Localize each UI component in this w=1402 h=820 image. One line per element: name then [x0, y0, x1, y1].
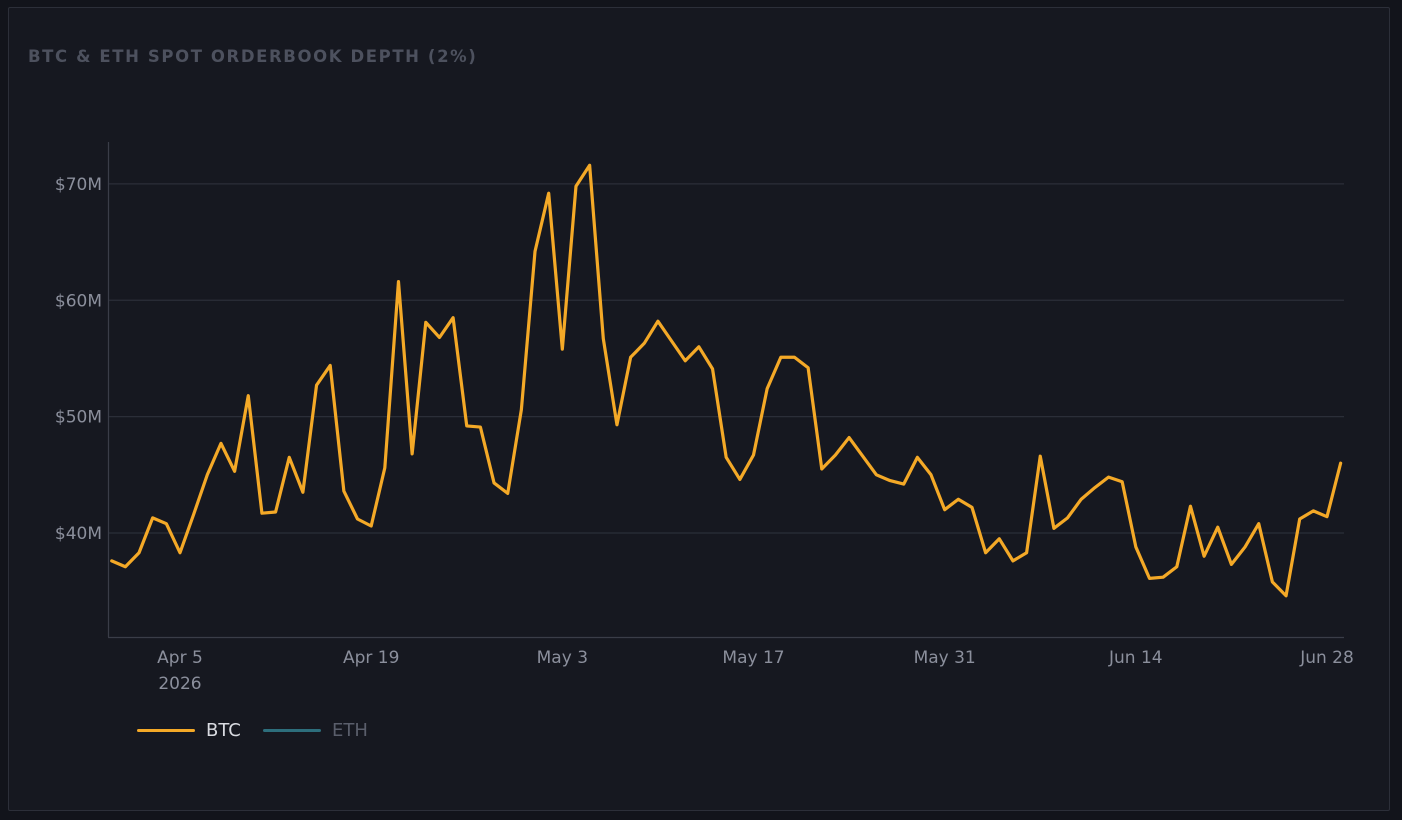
legend-eth-label: ETH — [332, 719, 368, 741]
y-tick-label: $60M — [55, 291, 102, 311]
legend-item-btc[interactable]: BTC — [137, 718, 241, 742]
x-tick-label: Apr 19 — [343, 648, 399, 668]
x-tick-label: May 3 — [537, 648, 588, 668]
x-tick-label: Apr 5 — [157, 648, 203, 668]
legend-btc-label: BTC — [206, 719, 241, 741]
x-tick-label: Jun 28 — [1299, 648, 1354, 668]
series-line-btc[interactable] — [110, 163, 1343, 598]
y-tick-label: $50M — [55, 408, 102, 428]
chart-card — [8, 7, 1390, 811]
y-tick-label: $70M — [55, 175, 102, 195]
legend-eth-swatch — [263, 728, 321, 732]
x-tick-label: May 31 — [914, 648, 976, 668]
x-tick-sublabel: 2026 — [158, 674, 201, 694]
chart-title: BTC & ETH SPOT ORDERBOOK DEPTH (2%) — [28, 47, 478, 66]
y-tick-label: $40M — [55, 524, 102, 544]
legend-item-eth[interactable]: ETH — [263, 718, 368, 742]
x-tick-label: Jun 14 — [1108, 648, 1163, 668]
legend-btc-swatch — [137, 728, 195, 732]
x-tick-label: May 17 — [722, 648, 784, 668]
